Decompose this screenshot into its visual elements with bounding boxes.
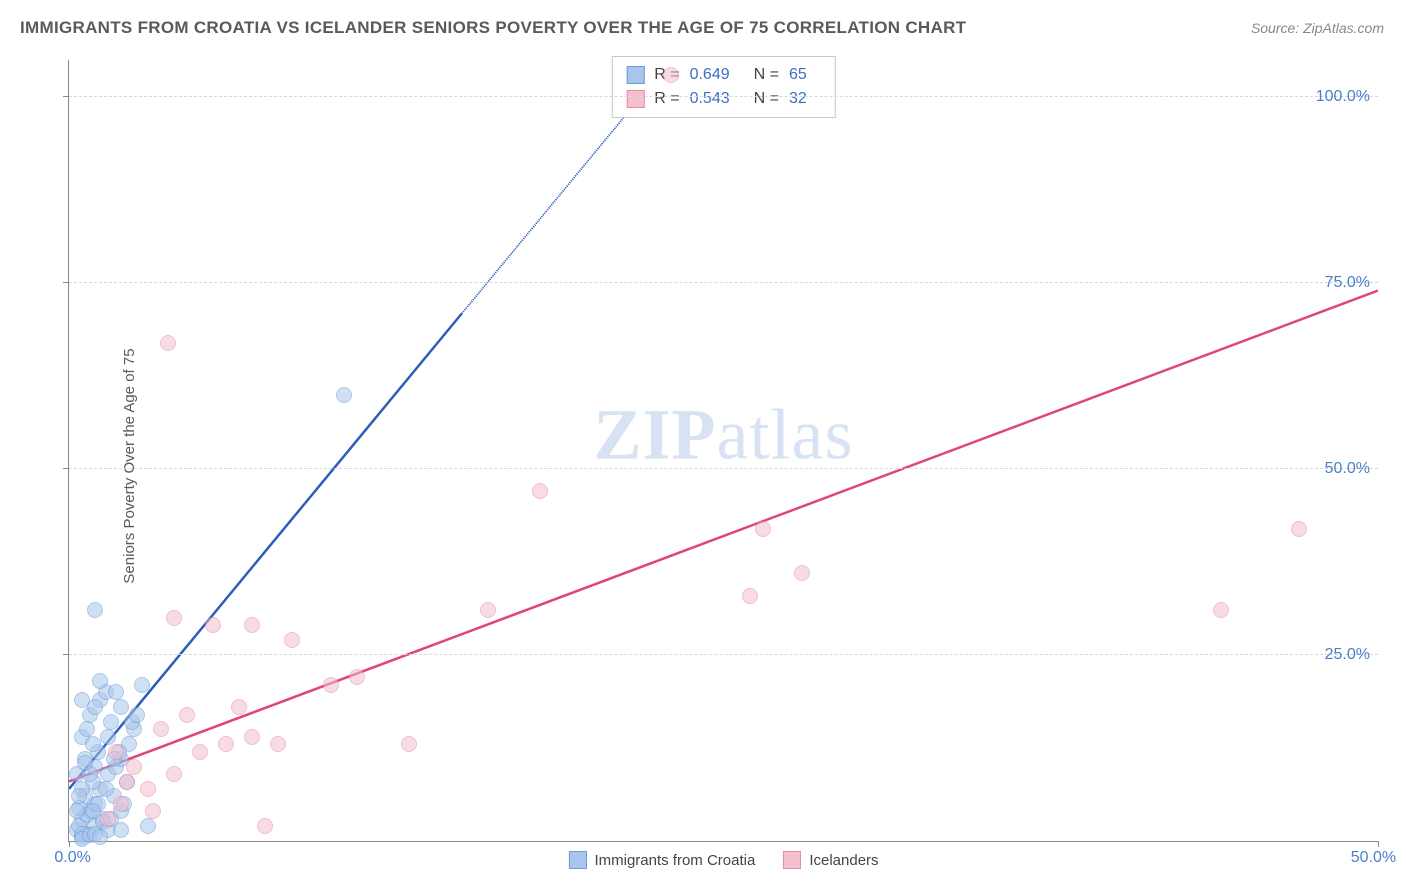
data-point <box>71 788 87 804</box>
chart-title: IMMIGRANTS FROM CROATIA VS ICELANDER SEN… <box>20 18 966 38</box>
watermark-rest: atlas <box>717 394 854 474</box>
data-point <box>98 781 114 797</box>
legend-swatch-series1 <box>568 851 586 869</box>
data-point <box>108 744 124 760</box>
data-point <box>270 736 286 752</box>
n-label: N = <box>754 87 779 111</box>
data-point <box>85 736 101 752</box>
data-point <box>166 610 182 626</box>
data-point <box>92 829 108 845</box>
gridline <box>69 468 1378 469</box>
x-tick-label: 50.0% <box>1351 849 1396 867</box>
x-tick-label: 0.0% <box>54 849 90 867</box>
data-point <box>77 755 93 771</box>
data-point <box>160 335 176 351</box>
y-tick-mark <box>63 468 69 469</box>
legend-label-series2: Icelanders <box>809 852 878 869</box>
legend-swatch-series2 <box>783 851 801 869</box>
data-point <box>755 521 771 537</box>
n-value-series2: 32 <box>789 87 807 111</box>
gridline <box>69 96 1378 97</box>
source-attribution: Source: ZipAtlas.com <box>1251 20 1384 36</box>
data-point <box>87 602 103 618</box>
data-point <box>179 707 195 723</box>
data-point <box>108 684 124 700</box>
data-point <box>794 565 810 581</box>
legend-item-series1: Immigrants from Croatia <box>568 851 755 869</box>
data-point <box>100 729 116 745</box>
legend-label-series1: Immigrants from Croatia <box>594 852 755 869</box>
data-point <box>140 818 156 834</box>
watermark: ZIPatlas <box>594 393 854 476</box>
data-point <box>85 803 101 819</box>
data-point <box>284 632 300 648</box>
stats-row-series1: R = 0.649 N = 65 <box>626 63 821 87</box>
gridline <box>69 282 1378 283</box>
trend-lines-svg <box>69 60 1378 841</box>
data-point <box>69 803 85 819</box>
source-prefix: Source: <box>1251 20 1303 36</box>
plot-area: ZIPatlas R = 0.649 N = 65 R = 0.543 N = … <box>68 60 1378 842</box>
y-tick-label: 25.0% <box>1325 646 1370 664</box>
gridline <box>69 654 1378 655</box>
data-point <box>113 796 129 812</box>
data-point <box>336 387 352 403</box>
x-tick-mark <box>69 841 70 847</box>
data-point <box>244 729 260 745</box>
data-point <box>244 617 260 633</box>
y-tick-mark <box>63 282 69 283</box>
data-point <box>140 781 156 797</box>
data-point <box>257 818 273 834</box>
data-point <box>134 677 150 693</box>
chart-container: Seniors Poverty Over the Age of 75 ZIPat… <box>20 50 1386 882</box>
y-tick-label: 100.0% <box>1316 88 1370 106</box>
x-axis-legend: Immigrants from Croatia Icelanders <box>568 851 878 869</box>
data-point <box>323 677 339 693</box>
data-point <box>532 483 548 499</box>
x-tick-mark <box>1378 841 1379 847</box>
r-value-series2: 0.543 <box>690 87 730 111</box>
legend-item-series2: Icelanders <box>783 851 878 869</box>
source-link[interactable]: ZipAtlas.com <box>1303 20 1384 36</box>
n-value-series1: 65 <box>789 63 807 87</box>
data-point <box>166 766 182 782</box>
data-point <box>401 736 417 752</box>
swatch-series2 <box>626 90 644 108</box>
data-point <box>349 669 365 685</box>
data-point <box>205 617 221 633</box>
data-point <box>218 736 234 752</box>
data-point <box>231 699 247 715</box>
data-point <box>103 714 119 730</box>
data-point <box>113 699 129 715</box>
swatch-series1 <box>626 66 644 84</box>
stats-row-series2: R = 0.543 N = 32 <box>626 87 821 111</box>
watermark-bold: ZIP <box>594 394 717 474</box>
correlation-stats-box: R = 0.649 N = 65 R = 0.543 N = 32 <box>611 56 836 118</box>
data-point <box>145 803 161 819</box>
data-point <box>1213 602 1229 618</box>
data-point <box>74 692 90 708</box>
data-point <box>1291 521 1307 537</box>
data-point <box>742 588 758 604</box>
r-label: R = <box>654 87 679 111</box>
data-point <box>129 707 145 723</box>
data-point <box>192 744 208 760</box>
data-point <box>153 721 169 737</box>
n-label: N = <box>754 63 779 87</box>
data-point <box>79 721 95 737</box>
y-tick-label: 50.0% <box>1325 460 1370 478</box>
y-tick-mark <box>63 654 69 655</box>
y-tick-mark <box>63 96 69 97</box>
r-value-series1: 0.649 <box>690 63 730 87</box>
data-point <box>119 774 135 790</box>
data-point <box>663 67 679 83</box>
data-point <box>480 602 496 618</box>
data-point <box>92 673 108 689</box>
y-tick-label: 75.0% <box>1325 274 1370 292</box>
data-point <box>126 759 142 775</box>
data-point <box>100 811 116 827</box>
